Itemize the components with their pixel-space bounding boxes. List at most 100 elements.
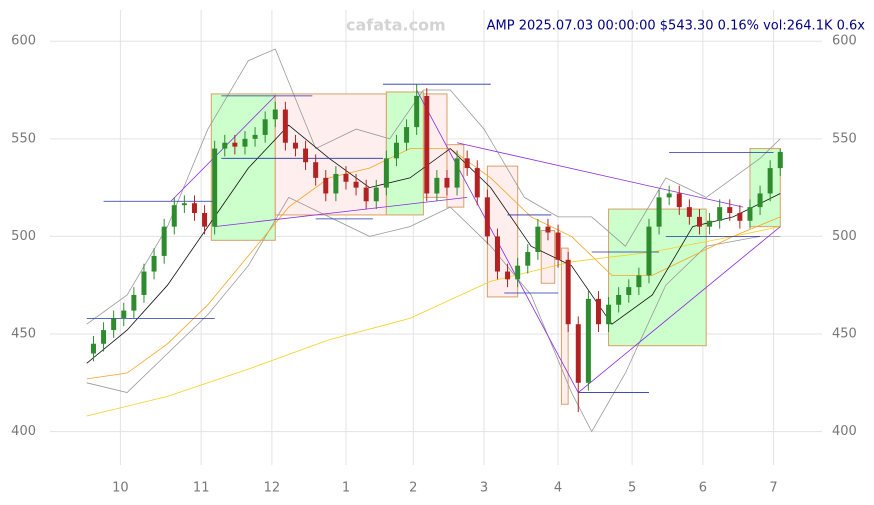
indicator-line xyxy=(86,48,781,325)
candle-body xyxy=(626,287,632,295)
candle-body xyxy=(252,134,258,139)
candle-body xyxy=(171,205,177,227)
candle-body xyxy=(404,127,410,143)
candle-body xyxy=(757,193,763,208)
y-tick-label: 500 xyxy=(11,229,36,244)
candle-body xyxy=(474,168,480,198)
candle-body xyxy=(424,95,430,194)
candle-body xyxy=(484,197,490,237)
y-tick-label-right: 600 xyxy=(832,34,857,49)
candle-body xyxy=(545,226,551,233)
x-tick-label: 12 xyxy=(264,481,281,496)
candle-body xyxy=(373,187,379,202)
candle-body xyxy=(505,271,511,280)
candle-body xyxy=(222,142,228,149)
y-tick-label: 550 xyxy=(11,131,36,146)
y-tick-label-right: 500 xyxy=(832,229,857,244)
x-tick-label: 2 xyxy=(409,481,417,496)
indicator-line xyxy=(86,124,781,364)
zone-box xyxy=(749,148,781,228)
candle-body xyxy=(656,197,662,227)
candle-body xyxy=(202,212,208,227)
watermark: cafata.com xyxy=(346,16,446,35)
candle-body xyxy=(333,173,339,194)
candle-body xyxy=(737,212,743,221)
candle-body xyxy=(191,203,197,213)
x-tick-label: 5 xyxy=(628,481,636,496)
indicator-line xyxy=(86,148,781,380)
candle-body xyxy=(707,220,713,227)
trend-line xyxy=(214,196,468,228)
chart-title: AMP 2025.07.03 00:00:00 $543.30 0.16% vo… xyxy=(487,19,866,34)
candle-body xyxy=(343,173,349,182)
zone-box xyxy=(274,93,387,216)
candle-body xyxy=(676,193,682,208)
zone-box xyxy=(608,208,707,347)
x-tick-label: 4 xyxy=(554,481,562,496)
candle-body xyxy=(727,207,733,213)
candle-body xyxy=(101,330,107,344)
candle-body xyxy=(595,298,601,325)
candle-body xyxy=(313,162,319,178)
candle-body xyxy=(383,158,389,188)
candle-body xyxy=(363,187,369,202)
candle-body xyxy=(585,298,591,383)
candle-body xyxy=(464,158,470,169)
candle-body xyxy=(717,207,723,221)
y-tick-label: 400 xyxy=(11,424,36,439)
candle-body xyxy=(353,181,359,188)
candle-body xyxy=(767,168,773,194)
candle-body xyxy=(454,158,460,188)
zone-box xyxy=(210,93,276,241)
candle-body xyxy=(555,232,561,260)
candle-body xyxy=(393,142,399,159)
y-tick-label-right: 450 xyxy=(832,326,857,341)
candle-body xyxy=(575,324,581,383)
candle-body xyxy=(494,236,500,272)
trend-line xyxy=(456,142,744,208)
y-tick-label: 450 xyxy=(11,326,36,341)
candle-body xyxy=(121,310,127,319)
indicator-line xyxy=(86,196,781,433)
candle-body xyxy=(262,119,268,135)
candle-body xyxy=(747,207,753,221)
y-tick-label-right: 400 xyxy=(832,424,857,439)
candle-body xyxy=(161,226,167,256)
candle-body xyxy=(292,142,298,149)
x-tick-label: 11 xyxy=(193,481,210,496)
candle-body xyxy=(636,275,642,288)
candle-body xyxy=(515,265,521,280)
candle-body xyxy=(90,343,96,354)
candle-body xyxy=(414,95,420,128)
candle-body xyxy=(646,226,652,276)
candle-body xyxy=(434,177,440,194)
x-tick-label: 6 xyxy=(699,481,707,496)
candle-body xyxy=(131,294,137,311)
trend-line xyxy=(578,226,781,393)
y-tick-label: 600 xyxy=(11,34,36,49)
candle-body xyxy=(181,203,187,206)
candle-body xyxy=(535,226,541,253)
x-tick-label: 10 xyxy=(112,481,129,496)
x-tick-label: 1 xyxy=(342,481,350,496)
y-tick-label-right: 550 xyxy=(832,131,857,146)
candle-body xyxy=(777,151,783,169)
candle-body xyxy=(525,252,531,266)
marks-layer xyxy=(86,48,783,433)
candle-body xyxy=(565,259,571,325)
x-tick-label: 7 xyxy=(769,481,777,496)
candle-body xyxy=(323,177,329,194)
candle-body xyxy=(282,109,288,143)
candle-body xyxy=(444,177,450,188)
candle-body xyxy=(696,216,702,227)
candle-body xyxy=(111,318,117,331)
candle-body xyxy=(616,294,622,305)
candle-body xyxy=(232,142,238,147)
candle-body xyxy=(303,148,309,163)
candle-body xyxy=(242,138,248,147)
candle-body xyxy=(686,207,692,217)
candle-body xyxy=(272,109,278,120)
